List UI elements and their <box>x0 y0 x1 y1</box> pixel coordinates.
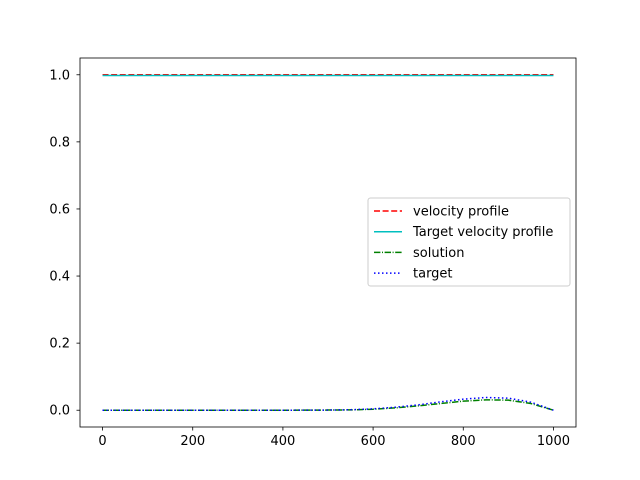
x-tick-label: 400 <box>270 434 295 449</box>
legend-label: velocity profile <box>413 205 509 220</box>
x-tick-label: 800 <box>451 434 476 449</box>
y-tick-label: 0.8 <box>49 135 70 150</box>
x-tick-label: 600 <box>361 434 386 449</box>
legend-box <box>367 197 571 287</box>
legend: velocity profile Target velocity profile s… <box>367 197 571 287</box>
x-tick-label: 200 <box>180 434 205 449</box>
y-tick-label: 0.6 <box>49 202 70 217</box>
y-tick-label: 1.0 <box>49 68 70 83</box>
y-tick-label: 0.0 <box>49 404 70 419</box>
legend-label: target <box>413 267 453 282</box>
x-tick-label: 1000 <box>537 434 570 449</box>
axes-layer: 0 200 400 600 800 1000 0.0 0.2 0.4 0.6 0.8 1.0 <box>49 57 577 449</box>
x-tick-label: 0 <box>98 434 106 449</box>
legend-label: Target velocity profile <box>412 225 553 240</box>
axes-frame <box>79 57 577 428</box>
series-line-2 <box>102 399 554 411</box>
legend-label: solution <box>413 246 464 261</box>
y-tick-label: 0.4 <box>49 270 70 285</box>
series-line-3 <box>102 396 554 411</box>
series-layer <box>102 74 554 411</box>
y-tick-label: 0.2 <box>49 337 70 352</box>
